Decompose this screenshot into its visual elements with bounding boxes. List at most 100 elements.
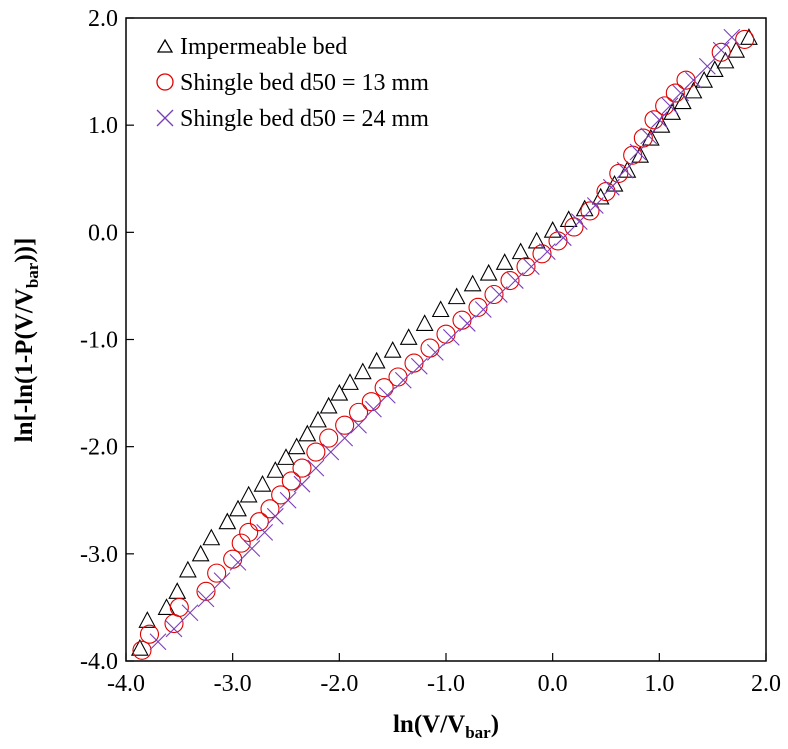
cross-point [602, 178, 620, 196]
triangle-point [591, 187, 610, 205]
triangle-point [341, 373, 359, 390]
circle-point [223, 549, 243, 569]
triangle-point [495, 253, 514, 270]
cross-point [426, 343, 444, 361]
y-tick-label: -4.0 [80, 649, 118, 675]
circle-point [644, 110, 664, 130]
circle-point [500, 271, 520, 291]
legend: Impermeable bed Shingle bed d50 = 13 mm … [156, 34, 429, 132]
triangle-point [543, 221, 562, 238]
triangle-point [716, 51, 735, 69]
cross-point [279, 491, 297, 509]
cross-point [293, 475, 311, 493]
x-tick-label: 1.0 [644, 671, 674, 697]
circle-point [335, 415, 355, 435]
cross-point [629, 143, 647, 161]
triangle-point [330, 383, 349, 401]
triangle-point [309, 410, 327, 428]
triangle-point [479, 263, 498, 281]
legend-marker-13mm [156, 73, 174, 91]
legend-label-13mm: Shingle bed d50 = 13 mm [180, 70, 429, 96]
cross-point [256, 524, 274, 541]
x-tick-label: -1.0 [427, 671, 465, 697]
triangle-point [191, 544, 210, 562]
triangle-point [527, 231, 546, 249]
triangle-point [383, 341, 402, 358]
circle-point [711, 42, 731, 62]
cross-point [165, 620, 183, 638]
triangle-point [168, 582, 187, 599]
circle-point [484, 284, 504, 305]
circle-point [292, 458, 312, 478]
triangle-point [202, 528, 221, 546]
series-3-points [149, 28, 741, 651]
x-tick-label: -3.0 [214, 671, 252, 697]
triangle-point [727, 40, 746, 58]
triangle-point [695, 70, 714, 88]
triangle-point [684, 81, 703, 99]
y-tick-label: 0.0 [88, 220, 118, 246]
triangle-point [559, 210, 578, 228]
triangle-point [447, 287, 466, 305]
circle-point [348, 402, 369, 422]
y-tick-label: -1.0 [80, 328, 118, 354]
circle-point [260, 499, 280, 519]
legend-label-24mm: Shingle bed d50 = 24 mm [180, 106, 429, 132]
triangle-point [277, 448, 295, 465]
legend-label-impermeable: Impermeable bed [180, 34, 347, 60]
circle-point [271, 485, 291, 505]
y-tick-label: -2.0 [80, 435, 118, 461]
cross-point [197, 590, 215, 608]
circle-point [420, 338, 440, 358]
cross-point [685, 71, 702, 89]
triangle-point [229, 499, 247, 517]
circle-point [139, 624, 160, 644]
triangle-point [266, 461, 285, 478]
circle-point [580, 201, 600, 221]
data-points [130, 28, 758, 660]
cross-point [322, 443, 340, 461]
x-tick-label: 0.0 [538, 671, 568, 697]
triangle-point [353, 362, 372, 380]
cross-point [181, 604, 199, 622]
y-axis-ticks: -4.0 -3.0 -2.0 -1.0 0.0 1.0 2.0 [80, 6, 134, 675]
cross-point [378, 386, 396, 404]
cross-point [506, 272, 524, 289]
triangle-point [298, 424, 317, 442]
triangle-point [319, 396, 338, 414]
triangle-point [511, 242, 530, 260]
circle-point [735, 29, 755, 49]
y-tick-label: -3.0 [80, 542, 118, 568]
cross-point [616, 161, 634, 179]
cross-point [336, 429, 354, 447]
cross-point [350, 416, 367, 434]
circle-point [281, 471, 301, 491]
cross-point [723, 28, 741, 46]
cross-point [243, 540, 261, 557]
triangle-point [178, 560, 197, 578]
circle-point [374, 378, 394, 398]
cross-point [570, 213, 588, 231]
cross-point [229, 554, 247, 571]
triangle-point [253, 475, 272, 492]
cross-point [266, 507, 284, 525]
circle-point [388, 367, 408, 387]
cross-point [522, 258, 540, 276]
circle-point [319, 428, 339, 448]
cross-point [442, 328, 460, 346]
cross-point [490, 286, 508, 303]
circle-point [164, 613, 184, 634]
cross-point [365, 400, 382, 418]
circle-point [132, 640, 152, 660]
triangle-point [652, 115, 671, 133]
triangle-point [431, 300, 450, 318]
y-tick-label: 1.0 [88, 113, 118, 139]
cross-point [586, 197, 604, 214]
circle-point [207, 563, 227, 583]
cross-point [458, 315, 476, 332]
cross-point [307, 459, 325, 477]
triangle-point [239, 485, 258, 503]
circle-point [532, 244, 552, 264]
triangle-point [287, 437, 306, 455]
